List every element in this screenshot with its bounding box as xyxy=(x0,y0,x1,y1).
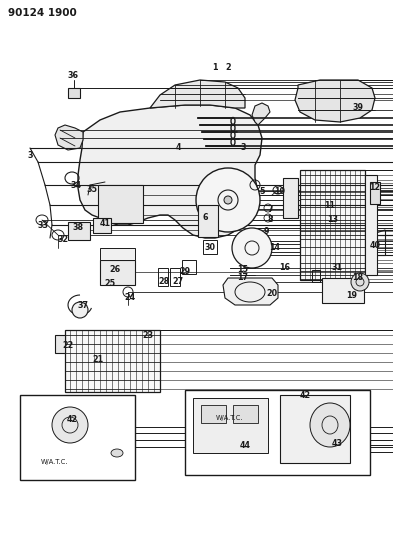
Text: 22: 22 xyxy=(62,341,73,350)
Text: 31: 31 xyxy=(332,263,343,272)
Text: 14: 14 xyxy=(270,244,281,253)
Text: 38: 38 xyxy=(72,223,84,232)
Bar xyxy=(300,170,365,280)
Text: 11: 11 xyxy=(325,200,336,209)
Polygon shape xyxy=(150,80,245,108)
Bar xyxy=(68,88,80,98)
Ellipse shape xyxy=(232,228,272,268)
Text: 28: 28 xyxy=(158,278,170,287)
Text: 33: 33 xyxy=(37,221,48,230)
Text: 4: 4 xyxy=(175,143,181,152)
Text: 20: 20 xyxy=(266,288,277,297)
Text: 29: 29 xyxy=(180,268,191,277)
Text: 21: 21 xyxy=(92,356,104,365)
Text: 3: 3 xyxy=(27,150,33,159)
Text: 35: 35 xyxy=(86,185,97,195)
Bar xyxy=(98,185,143,223)
Text: 9: 9 xyxy=(263,228,269,237)
Text: 25: 25 xyxy=(105,279,116,287)
Text: 34: 34 xyxy=(70,181,81,190)
Text: 1: 1 xyxy=(212,63,218,72)
Text: 30: 30 xyxy=(204,244,215,253)
Text: 8: 8 xyxy=(267,215,273,224)
Text: 2: 2 xyxy=(225,63,231,72)
Text: 10: 10 xyxy=(274,188,285,197)
Bar xyxy=(312,270,320,282)
Text: 39: 39 xyxy=(353,103,364,112)
Text: 17: 17 xyxy=(237,273,248,282)
Text: 23: 23 xyxy=(142,330,154,340)
Ellipse shape xyxy=(111,449,123,457)
Bar xyxy=(65,330,160,392)
Text: 44: 44 xyxy=(239,440,250,449)
Text: 15: 15 xyxy=(237,265,248,274)
Bar xyxy=(93,218,111,233)
Text: 19: 19 xyxy=(347,290,358,300)
Text: 37: 37 xyxy=(77,301,88,310)
Bar xyxy=(20,395,135,480)
Ellipse shape xyxy=(72,302,88,318)
Bar xyxy=(170,268,180,286)
Bar xyxy=(322,278,364,303)
Text: 42: 42 xyxy=(299,391,310,400)
Bar xyxy=(365,175,377,275)
Text: 13: 13 xyxy=(327,215,338,224)
Bar xyxy=(55,335,65,353)
Text: 16: 16 xyxy=(279,263,290,272)
Text: 24: 24 xyxy=(125,294,136,303)
Polygon shape xyxy=(78,105,262,238)
Text: 7: 7 xyxy=(267,206,273,214)
Text: 26: 26 xyxy=(109,265,121,274)
Ellipse shape xyxy=(310,403,350,447)
Polygon shape xyxy=(252,103,270,125)
Bar xyxy=(100,248,135,260)
Bar xyxy=(370,182,380,204)
Bar xyxy=(193,398,268,453)
Bar xyxy=(185,390,370,475)
Text: 5: 5 xyxy=(259,188,265,197)
Text: 42: 42 xyxy=(66,416,77,424)
Ellipse shape xyxy=(52,407,88,443)
Polygon shape xyxy=(223,278,278,305)
Text: 27: 27 xyxy=(173,278,184,287)
Bar xyxy=(203,240,217,254)
Ellipse shape xyxy=(196,168,260,232)
Bar xyxy=(283,178,298,218)
Text: 3: 3 xyxy=(240,143,246,152)
Text: 18: 18 xyxy=(353,273,364,282)
Text: 40: 40 xyxy=(369,240,380,249)
Bar xyxy=(201,405,226,423)
Bar xyxy=(68,222,90,240)
Polygon shape xyxy=(55,125,83,150)
Text: 12: 12 xyxy=(369,183,380,192)
Bar xyxy=(100,260,135,285)
Text: 36: 36 xyxy=(68,70,79,79)
Bar xyxy=(158,268,168,286)
Text: 90124 1900: 90124 1900 xyxy=(8,8,77,18)
Polygon shape xyxy=(295,80,375,122)
Text: 41: 41 xyxy=(99,219,110,228)
Text: 6: 6 xyxy=(202,214,208,222)
Text: W/A.T.C.: W/A.T.C. xyxy=(216,415,244,421)
Text: 43: 43 xyxy=(332,439,343,448)
Bar xyxy=(198,205,218,237)
Bar xyxy=(280,395,350,463)
Ellipse shape xyxy=(224,196,232,204)
Text: 32: 32 xyxy=(57,236,68,245)
Ellipse shape xyxy=(351,273,369,291)
Bar xyxy=(182,260,196,274)
Text: W/A.T.C.: W/A.T.C. xyxy=(41,459,69,465)
Bar xyxy=(233,405,258,423)
